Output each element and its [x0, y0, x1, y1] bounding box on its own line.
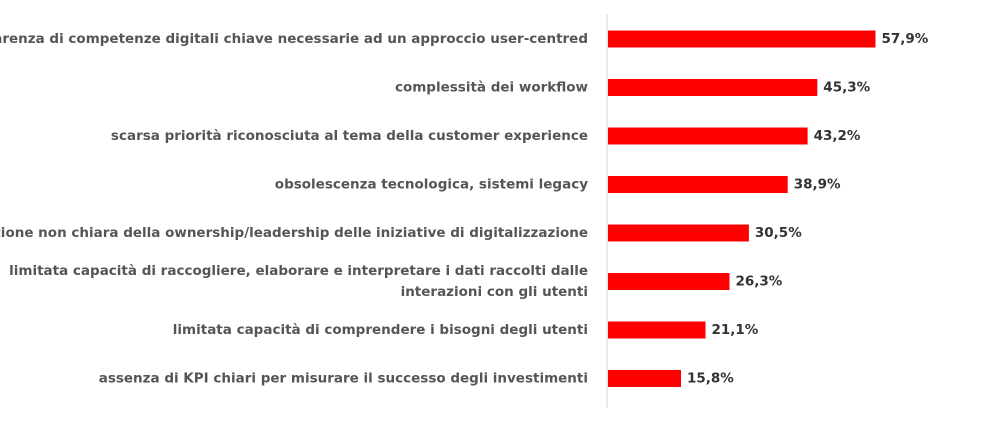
value-label-5: 30,5% [755, 225, 802, 241]
bar-7 [608, 321, 706, 339]
value-label-4: 38,9% [794, 177, 841, 193]
bar-2 [608, 79, 818, 96]
category-label-2: complessità dei workflow [395, 80, 588, 96]
bar-8 [608, 370, 681, 387]
category-label-5: definizione non chiara della ownership/l… [0, 225, 588, 241]
value-label-3: 43,2% [814, 128, 861, 144]
category-label-1: carenza di competenze digitali chiave ne… [0, 31, 588, 47]
bar-5 [608, 224, 749, 242]
value-label-7: 21,1% [712, 322, 759, 338]
category-label-6-line-1: limitata capacità di raccogliere, elabor… [9, 263, 588, 279]
value-label-6: 26,3% [736, 274, 783, 290]
bar-1 [608, 30, 876, 48]
category-label-6-line-2: interazioni con gli utenti [401, 284, 588, 300]
value-label-2: 45,3% [823, 80, 870, 96]
bar-4 [608, 176, 788, 193]
bar-3 [608, 127, 808, 145]
bar-6 [608, 273, 730, 290]
category-label-3: scarsa priorità riconosciuta al tema del… [111, 128, 588, 144]
bars-layer: 57,9% carenza di competenze digitali chia… [0, 30, 929, 387]
category-label-7: limitata capacità di comprendere i bisog… [173, 322, 588, 338]
value-label-1: 57,9% [882, 31, 929, 47]
value-label-8: 15,8% [687, 371, 734, 387]
category-label-4: obsolescenza tecnologica, sistemi legacy [275, 177, 588, 193]
category-label-8: assenza di KPI chiari per misurare il su… [99, 371, 588, 387]
